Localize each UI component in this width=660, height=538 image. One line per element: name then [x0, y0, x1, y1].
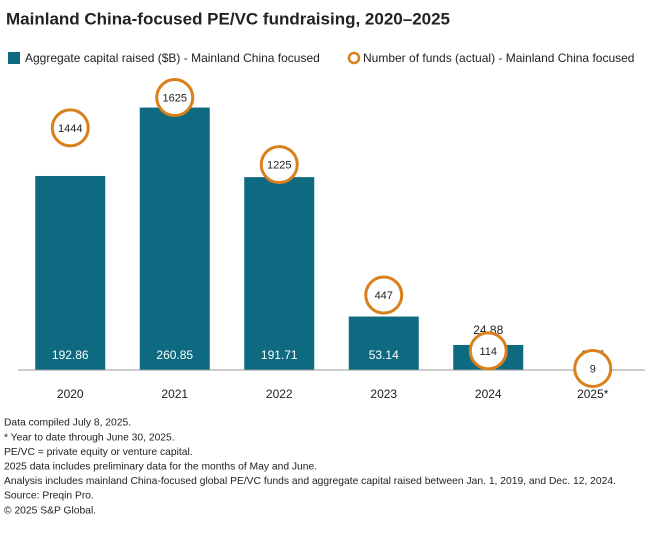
fund-count-label: 114: [479, 346, 497, 358]
bar-value-label: 53.14: [369, 348, 399, 362]
legend-swatch: [349, 53, 359, 63]
legend-swatch: [8, 52, 20, 64]
fund-count-label: 9: [590, 363, 596, 375]
bar-value-label: 191.71: [261, 348, 298, 362]
fund-count-label: 1444: [58, 123, 82, 135]
x-tick-label: 2024: [475, 387, 502, 401]
x-tick-label: 2021: [161, 387, 188, 401]
bar: [244, 177, 314, 370]
footnote: Analysis includes mainland China-focused…: [4, 476, 616, 487]
x-tick-label: 2023: [370, 387, 397, 401]
footnote: PE/VC = private equity or venture capita…: [4, 447, 193, 458]
footnote: Data compiled July 8, 2025.: [4, 418, 131, 429]
bar: [35, 176, 105, 370]
legend-label: Aggregate capital raised ($B) - Mainland…: [25, 51, 320, 65]
footnote: © 2025 S&P Global.: [4, 505, 96, 516]
footnote: Source: Preqin Pro.: [4, 491, 94, 502]
bar: [140, 108, 210, 370]
footnote: 2025 data includes preliminary data for …: [4, 462, 317, 473]
fund-count-label: 1625: [163, 92, 187, 104]
chart-title: Mainland China-focused PE/VC fundraising…: [6, 9, 450, 28]
bar-value-label: 260.85: [156, 348, 193, 362]
bar-value-label: 192.86: [52, 348, 89, 362]
fund-count-label: 1225: [267, 160, 291, 172]
legend-label: Number of funds (actual) - Mainland Chin…: [363, 51, 634, 65]
fund-count-label: 447: [375, 290, 393, 302]
x-tick-label: 2025*: [577, 387, 609, 401]
x-tick-label: 2020: [57, 387, 84, 401]
footnote: * Year to date through June 30, 2025.: [4, 432, 175, 443]
x-tick-label: 2022: [266, 387, 293, 401]
